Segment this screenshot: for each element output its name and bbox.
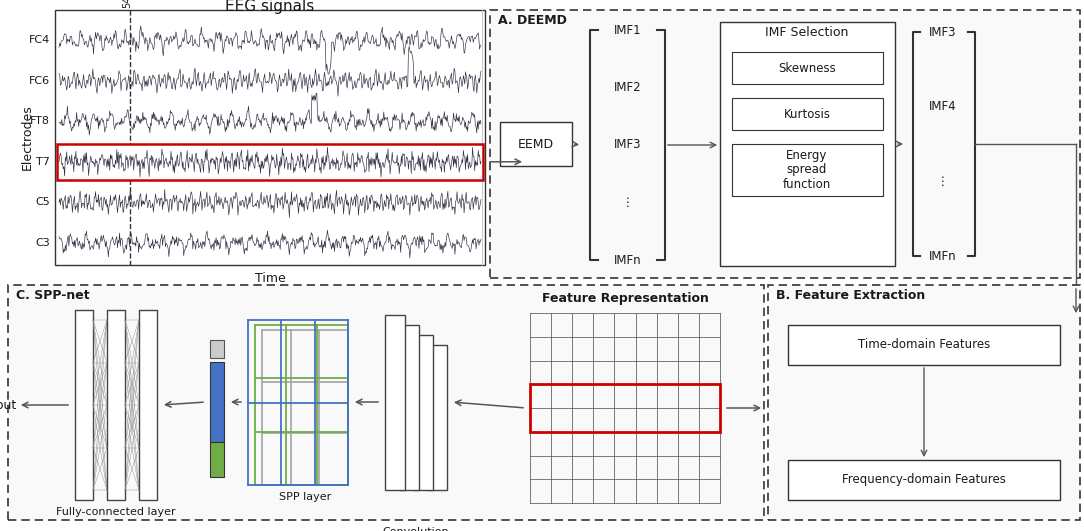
Bar (788, 325, 1060, 365)
Text: C5: C5 (36, 197, 50, 207)
Text: Time-domain Features: Time-domain Features (857, 338, 990, 352)
Text: IMF4: IMF4 (929, 100, 957, 113)
Bar (139, 310, 157, 500)
Bar (210, 362, 224, 442)
Text: IMF1: IMF1 (615, 23, 642, 37)
Text: IMF3: IMF3 (929, 25, 957, 39)
Bar (490, 10, 1080, 278)
Text: B. Feature Extraction: B. Feature Extraction (776, 289, 926, 302)
Text: Frequency-domain Features: Frequency-domain Features (842, 474, 1006, 486)
Bar (767, 285, 1080, 520)
Text: Fully-connected layer: Fully-connected layer (56, 507, 176, 517)
Text: ⋮: ⋮ (622, 196, 634, 209)
Bar (399, 325, 420, 490)
Bar (530, 384, 720, 432)
Bar (427, 345, 447, 490)
Text: IMFn: IMFn (615, 253, 642, 267)
Text: Output: Output (0, 398, 16, 412)
Text: A. DEEMD: A. DEEMD (498, 14, 567, 27)
Text: Feature Representation: Feature Representation (542, 292, 709, 305)
Bar (75, 310, 93, 500)
Bar (732, 98, 883, 130)
Bar (385, 315, 405, 490)
Text: ⋮: ⋮ (938, 175, 948, 188)
Bar (57, 143, 483, 180)
Text: FT8: FT8 (30, 116, 50, 126)
Text: IMF Selection: IMF Selection (765, 25, 849, 39)
Text: EEG signals: EEG signals (225, 0, 314, 13)
Text: Skewness: Skewness (778, 62, 836, 74)
Text: EEMD: EEMD (518, 138, 554, 150)
Text: IMFn: IMFn (929, 250, 957, 262)
Text: IMF2: IMF2 (615, 81, 642, 94)
Bar (788, 460, 1060, 500)
Bar (107, 310, 125, 500)
Bar (500, 122, 572, 166)
Text: SPP layer: SPP layer (279, 492, 331, 502)
Bar (55, 10, 485, 265)
Text: Electrodes: Electrodes (21, 104, 34, 170)
Bar (210, 340, 224, 358)
Text: Convolution: Convolution (383, 527, 449, 531)
Text: IMF3: IMF3 (615, 139, 642, 151)
Text: Time: Time (255, 272, 285, 286)
Bar (732, 52, 883, 84)
Text: Kurtosis: Kurtosis (784, 107, 830, 121)
Text: T7: T7 (36, 157, 50, 167)
Bar (720, 22, 895, 266)
Text: 54: 54 (122, 0, 132, 8)
Bar (413, 335, 433, 490)
Bar (8, 285, 764, 520)
Text: FC4: FC4 (29, 36, 50, 45)
Text: C3: C3 (36, 238, 50, 248)
Text: FC6: FC6 (29, 76, 50, 86)
Text: Energy
spread
function: Energy spread function (783, 149, 831, 192)
Bar (732, 144, 883, 196)
Text: C. SPP-net: C. SPP-net (16, 289, 90, 302)
Bar (210, 442, 224, 477)
